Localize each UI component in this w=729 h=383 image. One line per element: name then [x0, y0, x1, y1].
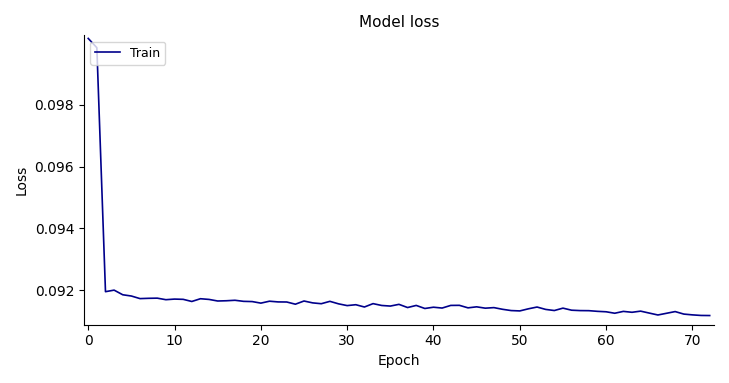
Train — [291, 302, 300, 306]
Y-axis label: Loss: Loss — [15, 165, 29, 195]
Train — [601, 309, 610, 314]
Train — [619, 309, 628, 314]
Train — [84, 36, 93, 41]
Title: Model loss: Model loss — [359, 15, 439, 30]
Train — [645, 311, 654, 315]
Legend: Train: Train — [90, 42, 165, 65]
Train — [394, 302, 403, 307]
Train — [706, 313, 714, 318]
Train — [222, 298, 230, 303]
Line: Train: Train — [88, 38, 710, 316]
X-axis label: Epoch: Epoch — [378, 354, 420, 368]
